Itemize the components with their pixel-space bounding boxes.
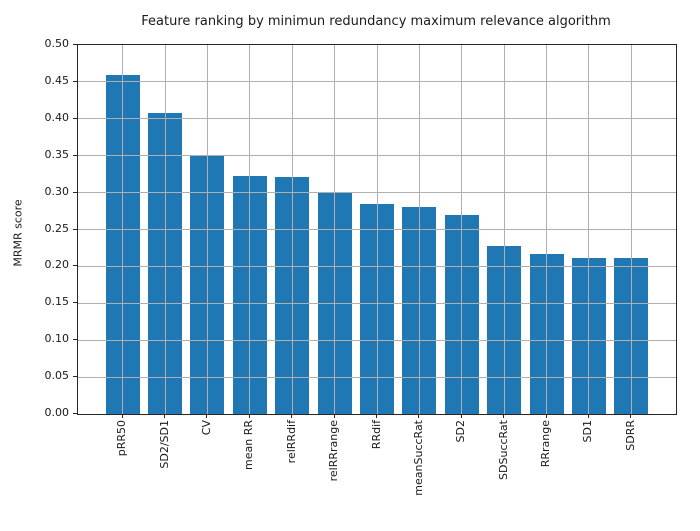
y-tick-mark <box>73 376 77 378</box>
v-gridline <box>334 45 336 414</box>
y-tick-mark <box>73 117 77 119</box>
y-tick-mark <box>73 302 77 304</box>
y-tick-label: 0.10 <box>44 332 70 346</box>
y-tick-mark <box>73 44 77 45</box>
x-tick-mark <box>545 414 547 418</box>
x-tick-mark <box>206 414 208 418</box>
y-tick-label: 0.40 <box>44 110 70 124</box>
v-gridline <box>206 45 208 414</box>
v-gridline <box>546 45 548 414</box>
x-tick-label: pRR50 <box>115 420 129 457</box>
y-tick-label: 0.30 <box>44 184 70 198</box>
x-tick-mark <box>333 414 335 418</box>
y-tick-label: 0.25 <box>44 221 70 235</box>
x-tick-label: relRRdif <box>284 420 298 464</box>
y-tick-mark <box>73 154 77 156</box>
v-gridline <box>461 45 463 414</box>
x-tick-mark <box>164 414 166 418</box>
y-tick-label: 0.35 <box>44 147 70 161</box>
y-tick-label: 0.45 <box>44 73 70 87</box>
y-tick-label: 0.15 <box>44 295 70 309</box>
y-tick-label: 0.00 <box>44 406 70 419</box>
x-tick-label: mean RR <box>242 420 256 470</box>
y-tick-mark <box>73 228 77 230</box>
x-tick-label: CV <box>199 420 213 436</box>
y-tick-label: 0.20 <box>44 258 70 272</box>
chart-title: Feature ranking by minimun redundancy ma… <box>141 14 611 29</box>
x-tick-label: RRrange <box>539 420 553 468</box>
y-tick-mark <box>73 413 77 414</box>
x-tick-label: meanSuccRat <box>411 420 425 496</box>
x-tick-label: SD2 <box>454 420 468 443</box>
v-gridline <box>418 45 420 414</box>
x-tick-mark <box>503 414 505 418</box>
v-gridline <box>249 45 251 414</box>
x-tick-mark <box>587 414 589 418</box>
x-tick-mark <box>376 414 377 418</box>
v-gridline <box>291 45 293 414</box>
x-tick-label: RRdif <box>369 420 383 450</box>
v-gridline <box>164 45 166 414</box>
x-tick-label: relRRrange <box>327 420 341 482</box>
v-gridline <box>122 45 124 414</box>
v-gridline <box>588 45 590 414</box>
x-tick-mark <box>121 414 123 418</box>
x-tick-label: SD2/SD1 <box>157 420 171 469</box>
x-tick-label: SDRR <box>623 420 637 451</box>
v-gridline <box>630 45 632 414</box>
x-tick-mark <box>630 414 632 418</box>
x-tick-mark <box>460 414 462 418</box>
x-tick-label: SD1 <box>581 420 595 443</box>
y-tick-mark <box>73 265 77 267</box>
y-tick-label: 0.05 <box>44 369 70 383</box>
v-gridline <box>503 45 505 414</box>
x-tick-label: SDSuccRat <box>496 420 510 480</box>
y-tick-label: 0.50 <box>44 37 70 50</box>
x-tick-mark <box>248 414 250 418</box>
x-tick-mark <box>291 414 293 418</box>
y-tick-mark <box>73 191 77 193</box>
y-tick-mark <box>73 339 77 341</box>
v-gridline <box>376 45 378 414</box>
y-tick-mark <box>73 80 77 82</box>
plot-area <box>77 44 677 415</box>
x-tick-mark <box>418 414 420 418</box>
